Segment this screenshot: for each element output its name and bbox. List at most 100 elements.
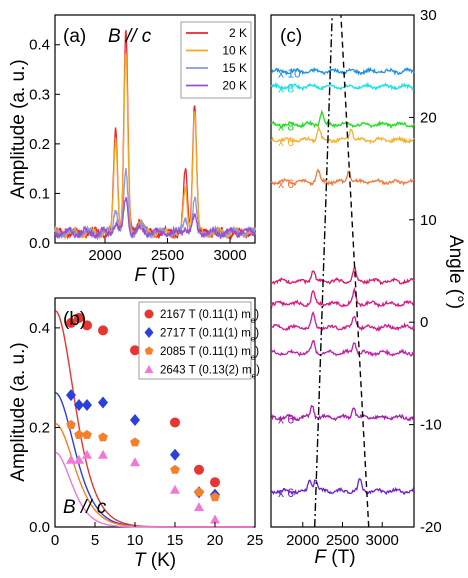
data-point [74, 399, 84, 411]
data-point [130, 345, 140, 356]
legend-label: 2717 T (0.11(1) me) [160, 328, 259, 344]
fft-trace [270, 109, 415, 129]
x-tick-label: 2000 [88, 247, 121, 264]
legend-label: 10 K [222, 44, 247, 58]
panel-a-xlabel: F (T) [134, 265, 175, 286]
data-point [74, 312, 84, 323]
y-tick-label: 0.2 [29, 136, 50, 153]
panel-a: 2000 2500 3000 0.0 0.1 0.2 0.3 0.4 (a) B // c 2… [8, 14, 256, 286]
guide-line [340, 14, 370, 528]
panel-a-annotation: B // c [108, 26, 152, 47]
data-point [144, 309, 154, 319]
y-tick-label: 20 [420, 109, 437, 126]
data-point [130, 437, 140, 447]
x-tick-label: 15 [167, 532, 184, 549]
y-tick-label: 0.4 [29, 320, 50, 337]
data-point [98, 325, 108, 336]
data-point [66, 419, 76, 429]
data-point [98, 432, 108, 442]
x-tick-label: 5 [91, 532, 99, 549]
data-point [130, 414, 140, 426]
y-tick-label: 0.4 [29, 37, 50, 54]
panel-b-xlabel: T (K) [134, 550, 176, 571]
x-tick-label: 0 [51, 532, 59, 549]
legend-label: 2167 T (0.11(1) me) [160, 309, 259, 325]
y-tick-label: 30 [420, 7, 437, 24]
data-point [82, 449, 92, 459]
data-point [66, 454, 76, 464]
data-point [144, 327, 154, 338]
data-point [66, 317, 76, 328]
panel-b-label: (b) [63, 309, 86, 330]
data-point [74, 454, 84, 464]
y-tick-label: 0.1 [29, 185, 50, 202]
data-point [66, 389, 76, 402]
data-point [194, 487, 204, 497]
fft-trace [270, 168, 415, 187]
y-tick-label: 0.3 [29, 86, 50, 103]
data-point [210, 477, 220, 488]
data-point [144, 346, 154, 355]
panel-a-frame [54, 14, 256, 244]
data-point [82, 429, 92, 439]
panel-c-xlabel: F (T) [314, 547, 355, 568]
y-tick-label: 0 [420, 314, 428, 331]
data-point [98, 396, 108, 409]
fft-trace [270, 124, 415, 145]
y-tick-label: -20 [420, 519, 442, 536]
fft-trace [271, 66, 415, 76]
x-tick-label: 10 [127, 532, 144, 549]
panel-c-label: (c) [280, 26, 302, 47]
data-point [170, 484, 180, 494]
legend-box [180, 21, 252, 99]
multiplier-label: x 6 [278, 412, 294, 426]
multiplier-label: x 6 [278, 177, 294, 191]
data-point [74, 429, 84, 439]
fft-trace [270, 310, 415, 332]
legend-box [138, 301, 252, 380]
multiplier-label: x 10 [278, 66, 301, 80]
data-point [170, 448, 180, 461]
data-point [170, 464, 180, 474]
fit-curve [55, 451, 254, 528]
x-tick-label: 2500 [151, 247, 184, 264]
fft-trace [270, 81, 415, 92]
y-tick-label: 0.0 [29, 235, 50, 252]
series-line-20-K [54, 197, 256, 240]
legend-label: 20 K [222, 79, 247, 93]
x-tick-label: 3000 [366, 532, 399, 549]
legend-label: 2085 T (0.11(1) me) [160, 346, 259, 362]
x-tick-label: 20 [207, 532, 224, 549]
panel-b-annotation: B // c [63, 497, 107, 518]
x-tick-label: 3000 [213, 247, 246, 264]
panel-b-ylabel: Amplitude (a. u.) [8, 342, 29, 481]
y-tick-label: -10 [420, 417, 442, 434]
multiplier-label: x 6 [278, 135, 294, 149]
panel-a-ylabel: Amplitude (a. u.) [8, 59, 29, 198]
panel-b: 0 5 10 15 20 25 0.0 0.2 0.4 (b) B // c 2167 T (0… [8, 297, 264, 571]
legend-label: 2 K [229, 26, 247, 40]
y-tick-label: 10 [420, 212, 437, 229]
multiplier-label: x 8 [278, 82, 294, 96]
y-tick-label: 0.0 [29, 519, 50, 536]
panel-c: x 10x 8x 8x 6x 6x 6x 6 2000 2500 3000-20-1… [270, 7, 466, 568]
x-tick-label: 2500 [326, 532, 359, 549]
data-point [210, 514, 220, 524]
fft-trace [270, 265, 415, 286]
fft-trace [270, 286, 415, 309]
data-point [170, 417, 180, 428]
guide-line [313, 14, 333, 528]
multiplier-label: x 8 [278, 120, 294, 134]
data-point [144, 365, 154, 374]
panel-c-ylabel: Angle (°) [445, 235, 466, 309]
panel-a-label: (a) [63, 26, 86, 47]
fft-trace [270, 478, 415, 496]
data-point [194, 502, 204, 512]
fft-trace [270, 339, 415, 357]
fft-trace [270, 404, 415, 422]
data-point [98, 449, 108, 459]
x-tick-label: 25 [247, 532, 264, 549]
data-point [82, 320, 92, 331]
legend-label: 2643 T (0.13(2) me) [160, 365, 260, 381]
